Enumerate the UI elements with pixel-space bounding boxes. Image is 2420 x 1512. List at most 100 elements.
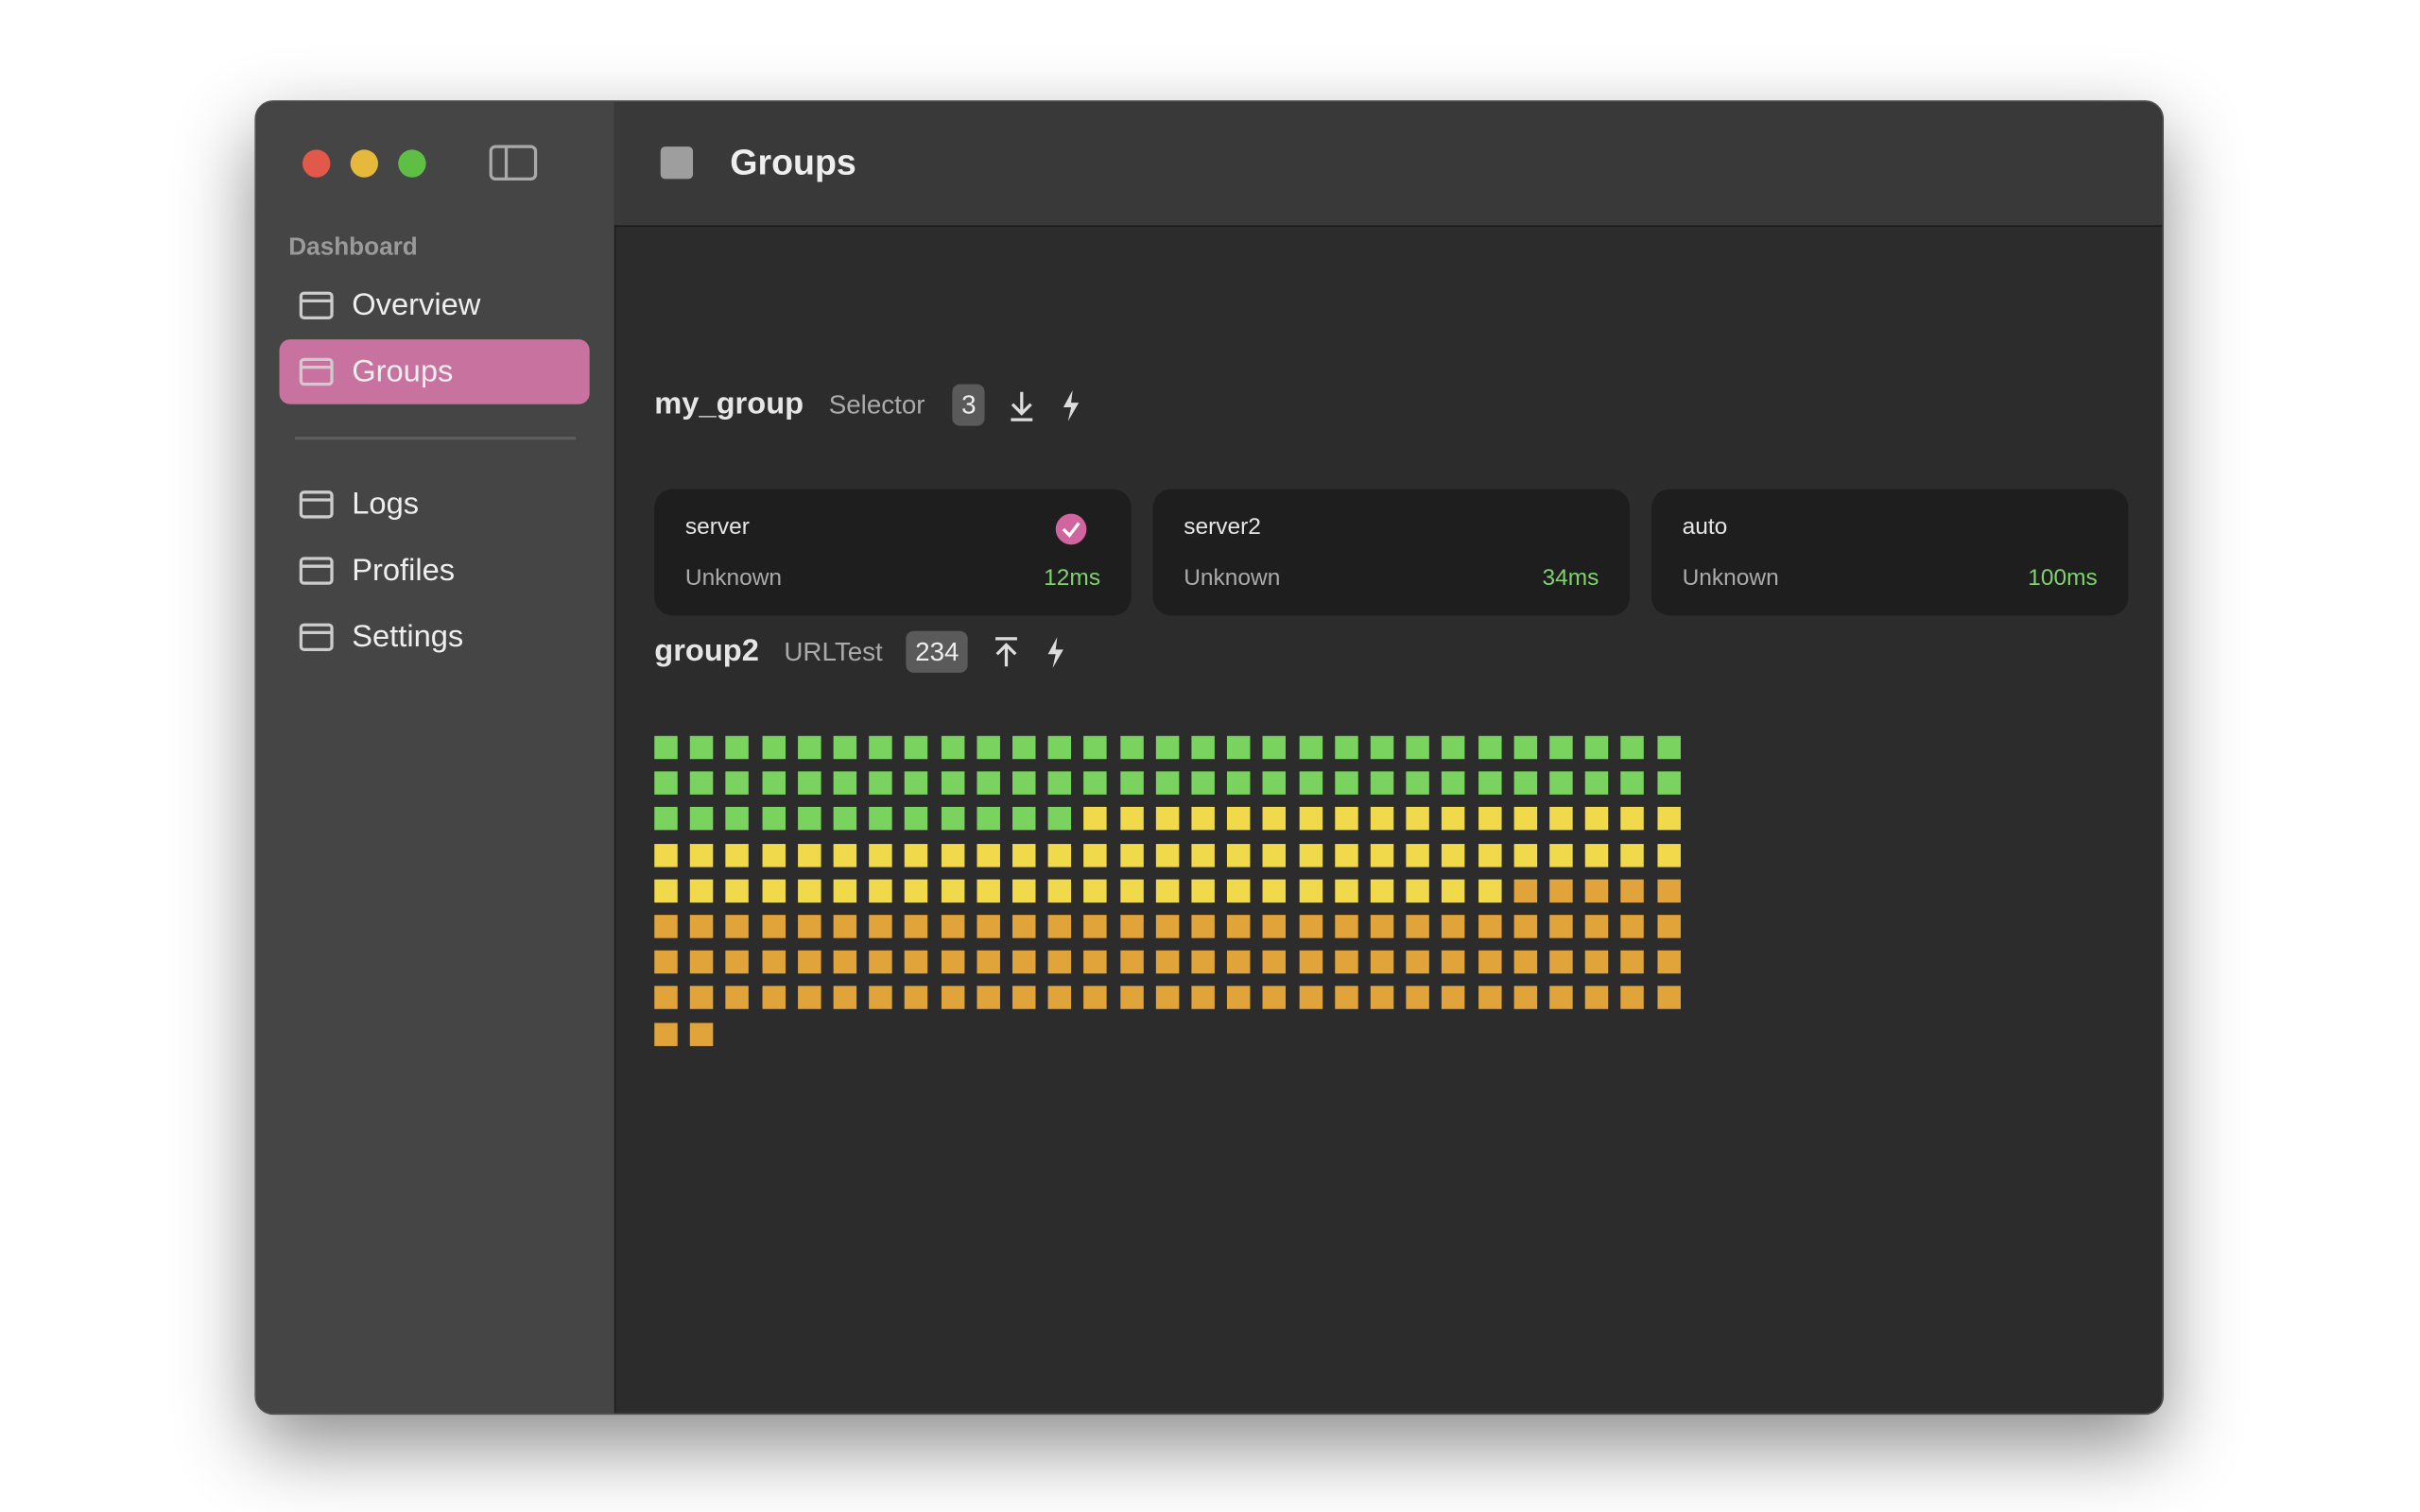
- node-status[interactable]: [1478, 807, 1501, 832]
- node-status[interactable]: [1406, 771, 1430, 796]
- node-status[interactable]: [1442, 879, 1466, 902]
- node-status[interactable]: [1155, 735, 1180, 760]
- node-status[interactable]: [1513, 843, 1537, 867]
- node-status[interactable]: [1334, 735, 1358, 760]
- node-status[interactable]: [1549, 843, 1573, 867]
- node-status[interactable]: [1549, 735, 1573, 760]
- node-status[interactable]: [905, 807, 928, 832]
- node-status[interactable]: [977, 915, 1000, 938]
- node-status[interactable]: [1263, 771, 1287, 796]
- node-status[interactable]: [725, 879, 750, 902]
- node-status[interactable]: [1155, 951, 1180, 974]
- node-status[interactable]: [690, 986, 714, 1010]
- node-status[interactable]: [1549, 986, 1573, 1010]
- node-status[interactable]: [1549, 807, 1573, 832]
- nav-item[interactable]: Overview: [280, 273, 590, 338]
- node-status[interactable]: [1620, 915, 1645, 938]
- node-status[interactable]: [654, 843, 678, 867]
- node-status[interactable]: [833, 915, 857, 938]
- node-status[interactable]: [1442, 807, 1466, 832]
- node-status[interactable]: [1370, 986, 1394, 1010]
- node-status[interactable]: [797, 807, 821, 832]
- node-status[interactable]: [1012, 986, 1036, 1010]
- node-status[interactable]: [725, 735, 750, 760]
- nav-item[interactable]: Settings: [280, 605, 590, 670]
- node-status[interactable]: [1012, 771, 1036, 796]
- node-status[interactable]: [1334, 879, 1358, 902]
- node-status[interactable]: [1191, 771, 1215, 796]
- node-status[interactable]: [869, 879, 892, 902]
- node-status[interactable]: [1442, 735, 1466, 760]
- node-status[interactable]: [1083, 986, 1108, 1010]
- node-status[interactable]: [1585, 771, 1609, 796]
- node-status[interactable]: [690, 951, 714, 974]
- node-status[interactable]: [1656, 986, 1681, 1010]
- node-status[interactable]: [1119, 843, 1144, 867]
- node-status[interactable]: [761, 951, 786, 974]
- node-status[interactable]: [1513, 735, 1537, 760]
- node-status[interactable]: [690, 1022, 714, 1046]
- node-status[interactable]: [1012, 951, 1036, 974]
- node-status[interactable]: [1191, 986, 1215, 1010]
- zoom-button[interactable]: [398, 149, 426, 178]
- node-status[interactable]: [905, 879, 928, 902]
- node-status[interactable]: [941, 843, 964, 867]
- node-status[interactable]: [797, 951, 821, 974]
- node-status[interactable]: [1047, 771, 1072, 796]
- node-status[interactable]: [761, 771, 786, 796]
- node-status[interactable]: [977, 807, 1000, 832]
- node-status[interactable]: [1191, 807, 1215, 832]
- node-status[interactable]: [905, 915, 928, 938]
- node-status[interactable]: [941, 986, 964, 1010]
- node-status[interactable]: [761, 735, 786, 760]
- node-status[interactable]: [1083, 879, 1108, 902]
- node-status[interactable]: [1656, 771, 1681, 796]
- node-status[interactable]: [1478, 735, 1501, 760]
- node-status[interactable]: [1334, 915, 1358, 938]
- node-status[interactable]: [797, 771, 821, 796]
- node-status[interactable]: [1012, 915, 1036, 938]
- node-status[interactable]: [941, 771, 964, 796]
- node-status[interactable]: [1442, 986, 1466, 1010]
- node-status[interactable]: [1585, 843, 1609, 867]
- node-status[interactable]: [1370, 843, 1394, 867]
- node-status[interactable]: [905, 771, 928, 796]
- node-status[interactable]: [1263, 843, 1287, 867]
- node-status[interactable]: [761, 986, 786, 1010]
- node-status[interactable]: [1442, 843, 1466, 867]
- node-status[interactable]: [977, 986, 1000, 1010]
- node-status[interactable]: [869, 986, 892, 1010]
- node-status[interactable]: [869, 951, 892, 974]
- node-status[interactable]: [1155, 771, 1180, 796]
- node-status[interactable]: [977, 951, 1000, 974]
- node-status[interactable]: [1191, 951, 1215, 974]
- node-status[interactable]: [869, 807, 892, 832]
- node-status[interactable]: [761, 843, 786, 867]
- node-status[interactable]: [833, 986, 857, 1010]
- node-status[interactable]: [977, 735, 1000, 760]
- node-status[interactable]: [833, 879, 857, 902]
- node-status[interactable]: [1620, 735, 1645, 760]
- node-status[interactable]: [654, 951, 678, 974]
- node-status[interactable]: [1119, 915, 1144, 938]
- node-status[interactable]: [1227, 951, 1251, 974]
- node-status[interactable]: [1620, 951, 1645, 974]
- node-status[interactable]: [833, 843, 857, 867]
- node-status[interactable]: [654, 1022, 678, 1046]
- node-status[interactable]: [833, 951, 857, 974]
- node-status[interactable]: [1513, 807, 1537, 832]
- nav-item[interactable]: Groups: [279, 339, 590, 404]
- nav-item[interactable]: Logs: [280, 472, 590, 538]
- node-status[interactable]: [654, 915, 678, 938]
- node-status[interactable]: [1119, 771, 1144, 796]
- node-status[interactable]: [1656, 807, 1681, 832]
- node-status[interactable]: [1227, 807, 1251, 832]
- node-status[interactable]: [1549, 915, 1573, 938]
- sidebar-toggle[interactable]: [489, 145, 539, 181]
- node-status[interactable]: [725, 843, 750, 867]
- node-status[interactable]: [1334, 807, 1358, 832]
- node-status[interactable]: [761, 879, 786, 902]
- node-status[interactable]: [1478, 771, 1501, 796]
- node-status[interactable]: [1263, 951, 1287, 974]
- node-status[interactable]: [1370, 771, 1394, 796]
